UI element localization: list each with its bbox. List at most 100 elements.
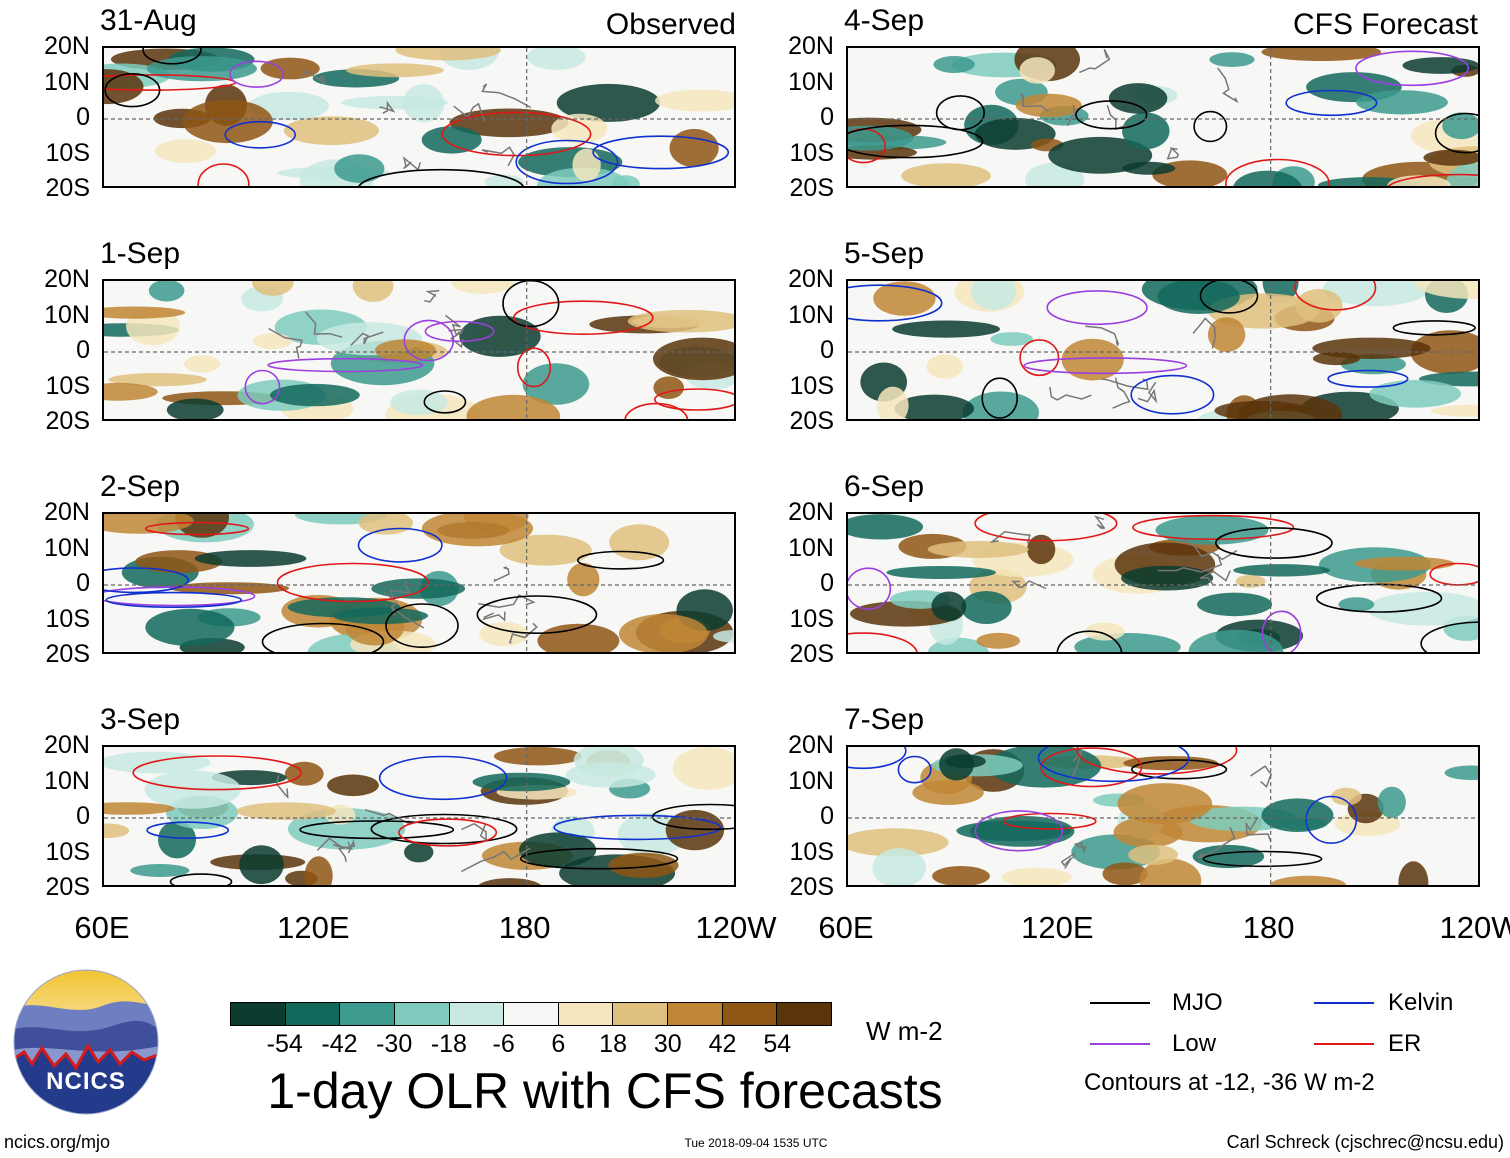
coastline (1217, 67, 1239, 104)
kelvin-contour (848, 747, 907, 770)
olr-map-panel (846, 279, 1480, 421)
olr-anomaly-blob (962, 391, 1039, 419)
olr-anomaly-blob (421, 514, 534, 547)
mjo-contour (1199, 281, 1259, 314)
low-contour (267, 357, 424, 373)
coastline (1178, 537, 1238, 561)
panel-date-label: 2-Sep (100, 470, 181, 503)
kelvin-contour (357, 527, 443, 563)
mjo-contour (423, 390, 467, 414)
latitude-tick-label: 10S (789, 837, 834, 866)
olr-anomaly-blob (155, 139, 217, 163)
er-contour (624, 402, 689, 419)
coastline (1073, 842, 1087, 854)
olr-anomaly-blob (1377, 786, 1406, 818)
olr-anomaly-blob (145, 608, 235, 646)
longitude-tick-label: 120E (1021, 910, 1094, 945)
low-contour (1046, 290, 1148, 326)
olr-anomaly-blob (551, 113, 608, 144)
olr-anomaly-blob (1139, 858, 1202, 885)
latitude-tick-label: 0 (820, 103, 834, 131)
olr-anomaly-blob (573, 747, 644, 777)
olr-anomaly-blob (252, 281, 294, 296)
olr-anomaly-blob (665, 809, 725, 851)
olr-anomaly-blob (374, 339, 437, 362)
coastline (1011, 580, 1047, 590)
olr-anomaly-blob (104, 306, 186, 319)
mjo-contour (1392, 320, 1476, 336)
latitude-tick-label: 0 (76, 802, 90, 830)
olr-anomaly-blob (672, 747, 734, 790)
olr-anomaly-blob (252, 333, 293, 350)
mjo-contour (358, 168, 524, 186)
footer-url[interactable]: ncics.org/mjo (4, 1132, 111, 1152)
olr-anomaly-blob (304, 856, 333, 885)
olr-anomaly-blob (1157, 281, 1240, 314)
coastline (478, 594, 536, 608)
panel-date-label: 31-Aug (100, 4, 197, 37)
er-contour (512, 300, 654, 336)
mjo-contour (502, 281, 560, 328)
latitude-tick-label: 20N (44, 731, 90, 759)
olr-anomaly-blob (352, 281, 394, 302)
latitude-tick-label: 0 (820, 336, 834, 364)
low-contour (974, 810, 1064, 852)
kelvin-contour (897, 755, 932, 784)
panel-date-label: 5-Sep (844, 237, 925, 270)
olr-anomaly-blob (848, 828, 949, 857)
panel-date-label: 1-Sep (100, 237, 181, 270)
olr-anomaly-blob (1113, 816, 1183, 848)
olr-anomaly-blob (346, 63, 444, 78)
mjo-contour (370, 813, 518, 845)
coastline (508, 622, 538, 644)
olr-anomaly-blob (1123, 756, 1219, 771)
mjo-contour (576, 550, 665, 570)
olr-anomaly-blob (1027, 534, 1056, 565)
olr-anomaly-blob (395, 48, 501, 61)
mjo-contour (848, 124, 984, 159)
coastline (301, 69, 327, 85)
coastline (461, 822, 487, 842)
latitude-tick-label: 20S (789, 873, 834, 901)
olr-anomaly-blob (877, 386, 909, 419)
olr-anomaly-blob (1117, 783, 1213, 825)
longitude-tick-label: 60E (818, 910, 874, 945)
coastline (448, 328, 465, 349)
olr-anomaly-blob (1061, 338, 1124, 381)
latitude-tick-label: 0 (76, 103, 90, 131)
olr-anomaly-blob (499, 534, 592, 566)
colorbar-swatch (394, 1003, 450, 1025)
colorbar-tick-label: -6 (492, 1030, 515, 1058)
olr-anomaly-blob (901, 163, 991, 186)
olr-map-panel (102, 279, 736, 421)
longitude-tick-label: 120E (277, 910, 350, 945)
mjo-contour (104, 73, 161, 108)
olr-anomaly-blob (283, 116, 379, 145)
kelvin-contour (1037, 747, 1190, 783)
latitude-tick-label: 20N (44, 498, 90, 526)
olr-anomaly-blob (522, 363, 590, 405)
olr-anomaly-blob (404, 842, 434, 863)
mjo-contour (476, 595, 598, 635)
latitude-tick-label: 20S (45, 174, 90, 202)
olr-anomaly-blob (1209, 52, 1255, 67)
olr-anomaly-blob (945, 754, 986, 769)
legend-kelvin-line (1314, 1002, 1374, 1004)
low-contour (1261, 610, 1302, 652)
mjo-contour (169, 873, 233, 885)
olr-anomaly-blob (933, 56, 975, 73)
colorbar-tick-label: 30 (653, 1030, 682, 1058)
coastline (350, 331, 384, 346)
coastline (1192, 317, 1216, 349)
low-contour (403, 319, 455, 362)
olr-anomaly-blob (1369, 380, 1461, 408)
legend-er-line (1314, 1043, 1374, 1045)
er-contour (1387, 173, 1478, 186)
legend-contour-note: Contours at -12, -36 W m-2 (1084, 1069, 1375, 1096)
mjo-contour (651, 803, 734, 831)
olr-anomaly-blob (1122, 112, 1170, 150)
olr-anomaly-blob (236, 802, 336, 820)
longitude-tick-label: 120W (1439, 910, 1510, 945)
er-contour (1040, 747, 1143, 788)
olr-anomaly-blob (1233, 564, 1330, 577)
